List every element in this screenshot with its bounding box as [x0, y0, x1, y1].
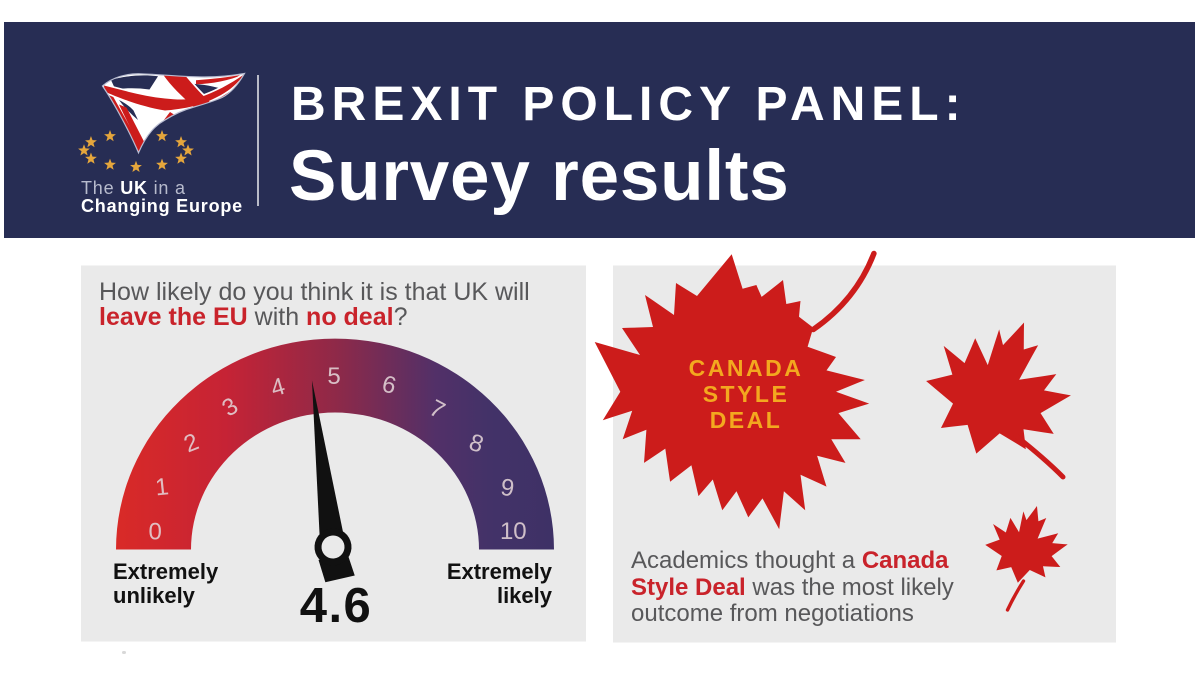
svg-text:9: 9 [499, 474, 516, 503]
svg-text:6: 6 [379, 370, 398, 399]
svg-text:0: 0 [149, 519, 162, 546]
svg-text:1: 1 [154, 473, 170, 501]
svg-text:10: 10 [500, 518, 527, 545]
svg-text:5: 5 [327, 363, 340, 390]
